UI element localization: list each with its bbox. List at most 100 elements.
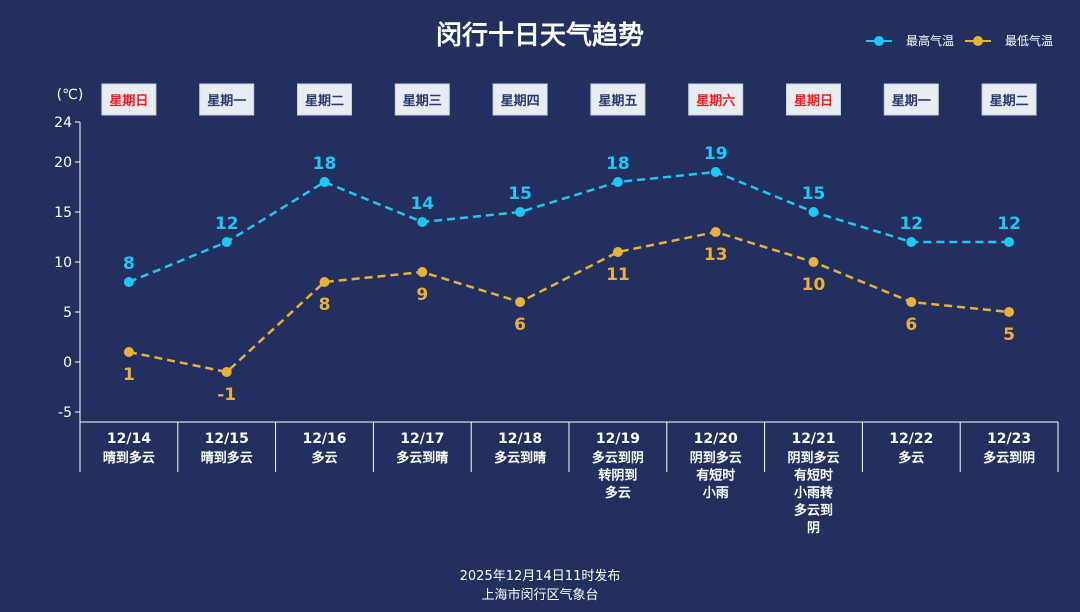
- weather-desc-0: 晴到多云: [103, 450, 155, 466]
- weather-desc-5: 多云: [605, 485, 631, 501]
- y-tick-label: 24: [54, 115, 72, 131]
- weather-desc-5: 多云到阴: [592, 450, 644, 466]
- high-temp-label-1: 12: [215, 214, 239, 234]
- publisher: 上海市闵行区气象台: [481, 588, 599, 603]
- high-temp-label-5: 18: [606, 154, 630, 174]
- weather-desc-7: 阴: [807, 521, 820, 536]
- high-temp-label-9: 12: [997, 214, 1021, 234]
- x-date-label-7: 12/21: [791, 431, 835, 447]
- y-unit-label: (℃): [57, 87, 84, 103]
- y-tick-label: 15: [54, 205, 72, 221]
- x-date-label-2: 12/16: [302, 431, 346, 447]
- weather-desc-8: 多云: [898, 450, 924, 466]
- low-temp-label-3: 9: [416, 285, 428, 305]
- low-temp-point-9: [1004, 307, 1015, 317]
- x-date-label-6: 12/20: [694, 431, 738, 447]
- x-date-label-8: 12/22: [889, 431, 933, 447]
- weekday-box-1: [199, 83, 255, 116]
- x-date-label-3: 12/17: [400, 431, 444, 447]
- weekday-box-5: [590, 83, 646, 116]
- low-temp-label-9: 5: [1003, 325, 1015, 345]
- high-temp-point-2: [319, 177, 330, 187]
- low-temp-point-2: [319, 277, 330, 287]
- high-temp-label-0: 8: [123, 254, 135, 274]
- weekday-label-1: 星期一: [207, 94, 246, 109]
- weather-desc-7: 阴到多云: [787, 450, 839, 466]
- weekday-label-4: 星期四: [501, 94, 540, 109]
- weather-desc-1: 晴到多云: [201, 450, 253, 466]
- weekday-label-8: 星期一: [892, 94, 931, 109]
- weather-desc-6: 有短时: [696, 468, 735, 484]
- weekday-label-0: 星期日: [109, 94, 148, 109]
- legend-marker-1: [973, 36, 983, 46]
- low-temp-point-6: [710, 227, 721, 237]
- high-temp-line: [128, 170, 1010, 284]
- weekday-box-7: [786, 83, 841, 116]
- y-tick-label: 0: [63, 355, 72, 371]
- weekday-label-9: 星期二: [990, 94, 1029, 109]
- low-temp-point-1: [221, 367, 232, 377]
- high-temp-label-2: 18: [313, 154, 337, 174]
- high-temp-point-9: [1004, 237, 1015, 247]
- weekday-box-2: [297, 83, 352, 116]
- low-temp-label-1: -1: [217, 385, 236, 405]
- weekday-box-9: [981, 83, 1037, 116]
- high-temp-label-3: 14: [410, 194, 434, 214]
- high-temp-label-7: 15: [802, 184, 826, 204]
- high-temp-point-4: [515, 207, 526, 217]
- weekday-box-0: [101, 83, 157, 116]
- low-temp-label-7: 10: [802, 275, 826, 295]
- high-temp-label-4: 15: [508, 184, 532, 204]
- weather-desc-5: 转阴到: [598, 468, 637, 484]
- weather-desc-3: 多云到晴: [396, 450, 448, 466]
- weather-desc-6: 阴到多云: [690, 450, 742, 466]
- weather-desc-2: 多云: [311, 450, 337, 466]
- publish-time: 2025年12月14日11时发布: [459, 569, 621, 584]
- low-temp-point-4: [515, 297, 526, 307]
- low-temp-label-8: 6: [905, 315, 917, 335]
- weekday-box-3: [394, 83, 450, 116]
- x-date-label-9: 12/23: [987, 431, 1031, 447]
- weather-desc-9: 多云到阴: [983, 450, 1035, 466]
- high-temp-point-6: [710, 167, 721, 177]
- legend-label-1: 最低气温: [1005, 33, 1053, 48]
- x-date-label-4: 12/18: [498, 431, 542, 447]
- high-temp-point-8: [906, 237, 917, 247]
- weather-desc-4: 多云到晴: [494, 450, 546, 466]
- low-temp-label-0: 1: [123, 365, 135, 385]
- high-temp-point-1: [221, 237, 232, 247]
- weekday-label-6: 星期六: [696, 93, 735, 109]
- y-tick-label: 20: [54, 155, 72, 171]
- low-temp-label-4: 6: [514, 315, 526, 335]
- x-date-label-5: 12/19: [596, 431, 640, 447]
- high-temp-point-3: [417, 217, 428, 227]
- low-temp-point-0: [123, 347, 134, 357]
- weekday-label-2: 星期二: [305, 94, 344, 109]
- high-temp-point-5: [612, 177, 623, 187]
- low-temp-label-2: 8: [319, 295, 331, 315]
- low-temp-line: [128, 230, 1010, 374]
- legend-marker-0: [874, 36, 884, 46]
- low-temp-point-8: [906, 297, 917, 307]
- high-temp-label-8: 12: [899, 214, 923, 234]
- low-temp-point-5: [612, 247, 623, 257]
- x-date-label-1: 12/15: [205, 431, 249, 447]
- low-temp-point-7: [808, 257, 819, 267]
- weather-desc-7: 多云到: [794, 503, 833, 519]
- high-temp-point-0: [123, 277, 134, 287]
- weather-desc-6: 小雨: [703, 486, 729, 501]
- weather-desc-7: 有短时: [794, 468, 833, 484]
- weekday-box-8: [883, 83, 939, 116]
- x-date-label-0: 12/14: [107, 431, 151, 447]
- weekday-label-3: 星期三: [403, 94, 442, 109]
- low-temp-label-5: 11: [606, 265, 630, 285]
- weekday-box-4: [492, 83, 548, 116]
- low-temp-label-6: 13: [704, 245, 728, 265]
- weekday-label-5: 星期五: [598, 94, 637, 109]
- y-tick-label: 10: [54, 255, 72, 271]
- low-temp-point-3: [417, 267, 428, 277]
- high-temp-point-7: [808, 207, 819, 217]
- high-temp-label-6: 19: [704, 144, 728, 164]
